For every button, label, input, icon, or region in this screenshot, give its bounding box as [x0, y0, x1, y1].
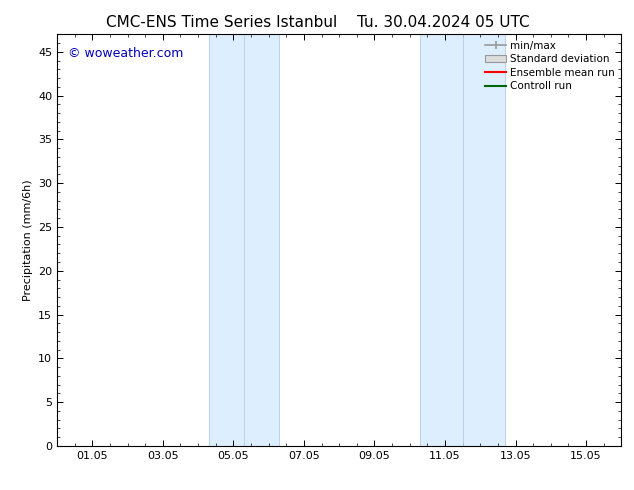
- Text: Tu. 30.04.2024 05 UTC: Tu. 30.04.2024 05 UTC: [358, 15, 530, 30]
- Text: CMC-ENS Time Series Istanbul: CMC-ENS Time Series Istanbul: [107, 15, 337, 30]
- Legend: min/max, Standard deviation, Ensemble mean run, Controll run: min/max, Standard deviation, Ensemble me…: [482, 37, 618, 95]
- Y-axis label: Precipitation (mm/6h): Precipitation (mm/6h): [23, 179, 32, 301]
- Bar: [209, 34, 279, 446]
- Bar: [420, 34, 505, 446]
- Text: © woweather.com: © woweather.com: [68, 47, 184, 60]
